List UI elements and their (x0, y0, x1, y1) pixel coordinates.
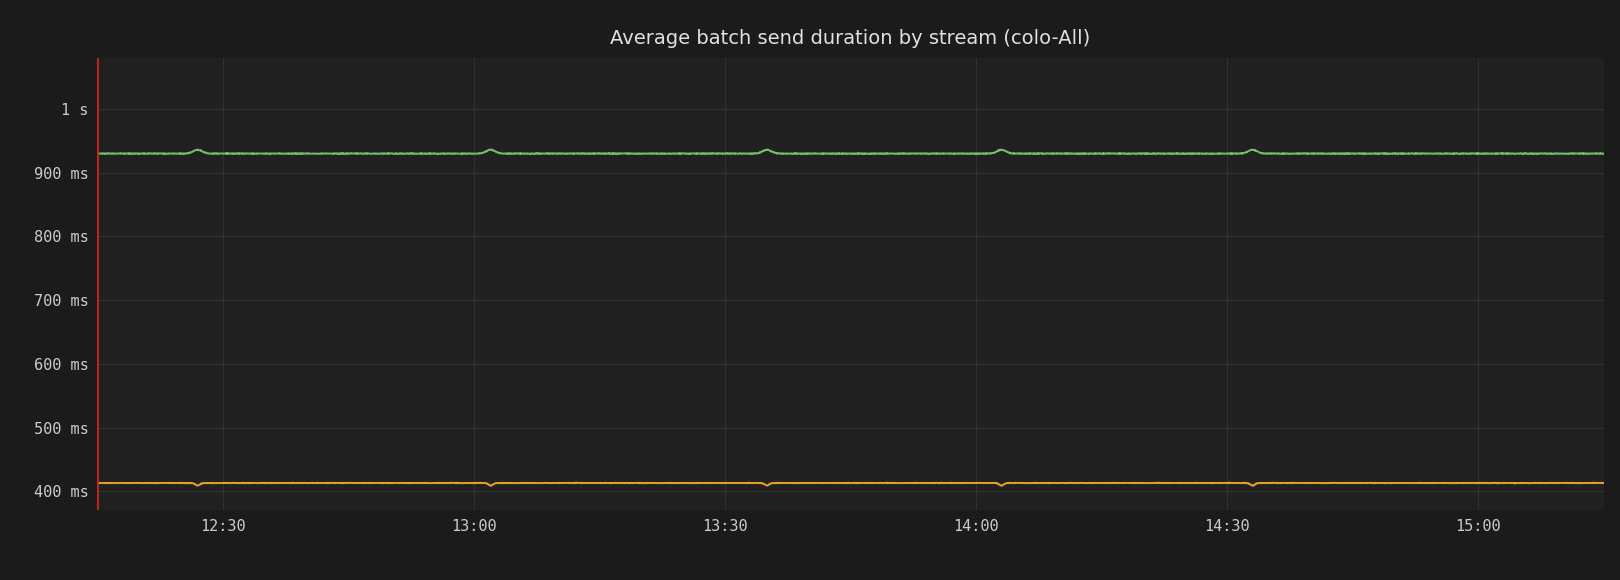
Title: Average batch send duration by stream (colo-All): Average batch send duration by stream (c… (611, 29, 1090, 48)
